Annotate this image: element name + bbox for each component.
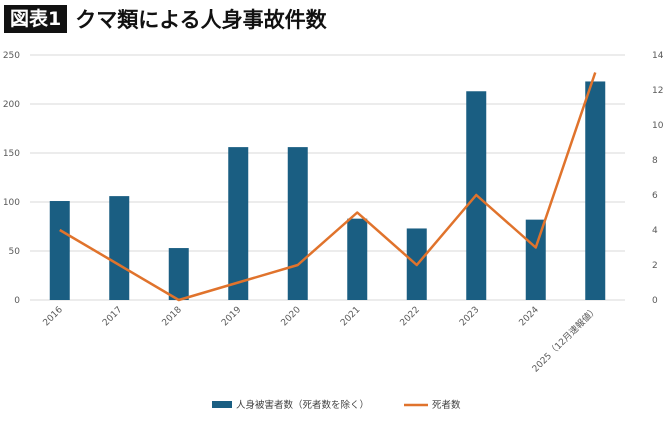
x-tick-label: 2019	[220, 305, 243, 328]
x-tick-label: 2024	[518, 305, 541, 328]
y-right-tick: 8	[652, 156, 658, 166]
x-tick-label: 2020	[280, 305, 303, 328]
bar-2016	[49, 201, 70, 300]
y-right-tick: 12	[652, 86, 663, 96]
y-left-tick: 200	[3, 100, 20, 110]
legend-line-label: 死者数	[432, 399, 461, 411]
bar-2017	[109, 196, 130, 300]
x-tick-label: 2022	[399, 305, 422, 328]
y-right-tick: 14	[652, 51, 664, 61]
y-right-tick: 0	[652, 296, 658, 306]
x-tick-label: 2017	[101, 305, 124, 328]
legend-bar-label: 人身被害者数（死者数を除く）	[236, 399, 369, 411]
bar-2018	[168, 248, 189, 300]
x-tick-label: 2023	[458, 305, 481, 328]
y-right-tick: 6	[652, 191, 658, 201]
y-right-tick: 4	[652, 226, 658, 236]
chart-title: クマ類による人身事故件数	[75, 8, 327, 32]
bar-2019	[228, 147, 249, 300]
y-left-tick: 150	[3, 149, 20, 159]
x-tick-label: 2021	[339, 305, 362, 328]
y-left-tick: 100	[3, 198, 20, 208]
line-series-deaths	[59, 72, 597, 302]
figure-badge: 図表1	[4, 5, 68, 33]
x-tick-label: 2018	[161, 305, 184, 328]
bar-2020	[287, 147, 308, 300]
legend-bar-swatch	[212, 401, 232, 408]
y-left-tick: 250	[3, 51, 20, 61]
x-tick-label: 2025（12月速報値）	[529, 304, 600, 375]
y-right-tick: 2	[652, 261, 658, 271]
y-left-tick: 50	[9, 247, 21, 257]
bar-2021	[347, 218, 368, 300]
chart-header: 図表1 クマ類による人身事故件数	[4, 4, 327, 34]
bar-2024	[525, 219, 546, 300]
bar-2025（12月速報値）	[585, 81, 606, 301]
y-left-tick: 0	[14, 296, 20, 306]
y-right-tick: 10	[652, 121, 664, 131]
x-tick-label: 2016	[42, 305, 65, 328]
